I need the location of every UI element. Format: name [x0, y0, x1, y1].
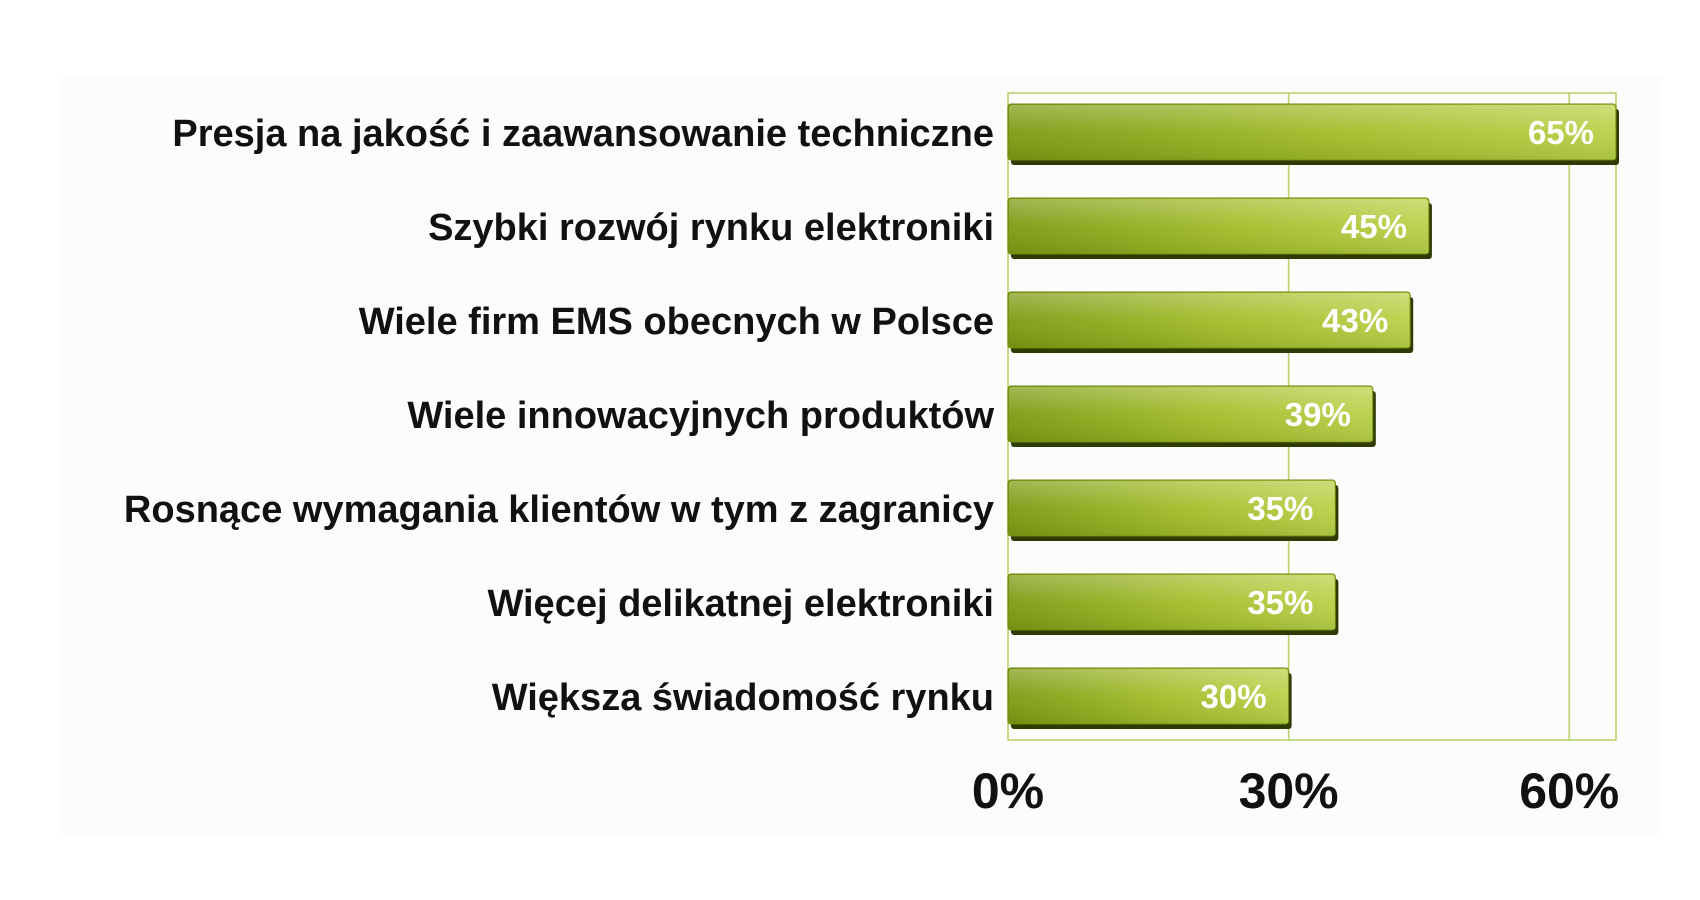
- category-label: Rosnące wymagania klientów w tym z zagra…: [124, 489, 994, 531]
- bar-group-6: 35%: [1007, 573, 1339, 635]
- chart-background: [62, 76, 1662, 838]
- category-label: Wiele innowacyjnych produktów: [407, 395, 994, 437]
- category-labels: Presja na jakość i zaawansowanie technic…: [124, 113, 995, 719]
- bar-value-label: 35%: [1247, 584, 1313, 621]
- bar-gloss: [1009, 669, 1288, 723]
- bar-gloss: [1009, 481, 1335, 535]
- bar-group-3: 43%: [1007, 291, 1414, 353]
- category-label: Więcej delikatnej elektroniki: [487, 583, 994, 625]
- bar-group-7: 30%: [1007, 667, 1292, 729]
- bar-value-label: 65%: [1528, 114, 1594, 151]
- x-tick-label: 60%: [1519, 763, 1619, 819]
- bar-group-5: 35%: [1007, 479, 1339, 541]
- bars: 65% 45% 43% 39% 35% 35% 30%: [1007, 103, 1619, 729]
- bar-value-label: 30%: [1201, 678, 1267, 715]
- x-tick-label: 30%: [1239, 763, 1339, 819]
- category-label: Wiele firm EMS obecnych w Polsce: [359, 301, 994, 343]
- category-label: Szybki rozwój rynku elektroniki: [428, 207, 994, 249]
- bar-group-4: 39%: [1007, 385, 1376, 447]
- bar-gloss: [1009, 105, 1615, 159]
- x-axis-tick-labels: 0% 30% 60%: [972, 763, 1619, 819]
- bar-value-label: 43%: [1322, 302, 1388, 339]
- bar-gloss: [1009, 575, 1335, 629]
- category-label: Presja na jakość i zaawansowanie technic…: [172, 113, 994, 155]
- category-label: Większa świadomość rynku: [492, 677, 994, 719]
- bar-group-1: 65%: [1007, 103, 1619, 165]
- bar-value-label: 45%: [1341, 208, 1407, 245]
- bar-value-label: 39%: [1285, 396, 1351, 433]
- bar-value-label: 35%: [1247, 490, 1313, 527]
- x-tick-label: 0%: [972, 763, 1044, 819]
- bar-group-2: 45%: [1007, 197, 1432, 259]
- bar-gloss: [1009, 387, 1372, 441]
- bar-gloss: [1009, 199, 1428, 253]
- bar-gloss: [1009, 293, 1410, 347]
